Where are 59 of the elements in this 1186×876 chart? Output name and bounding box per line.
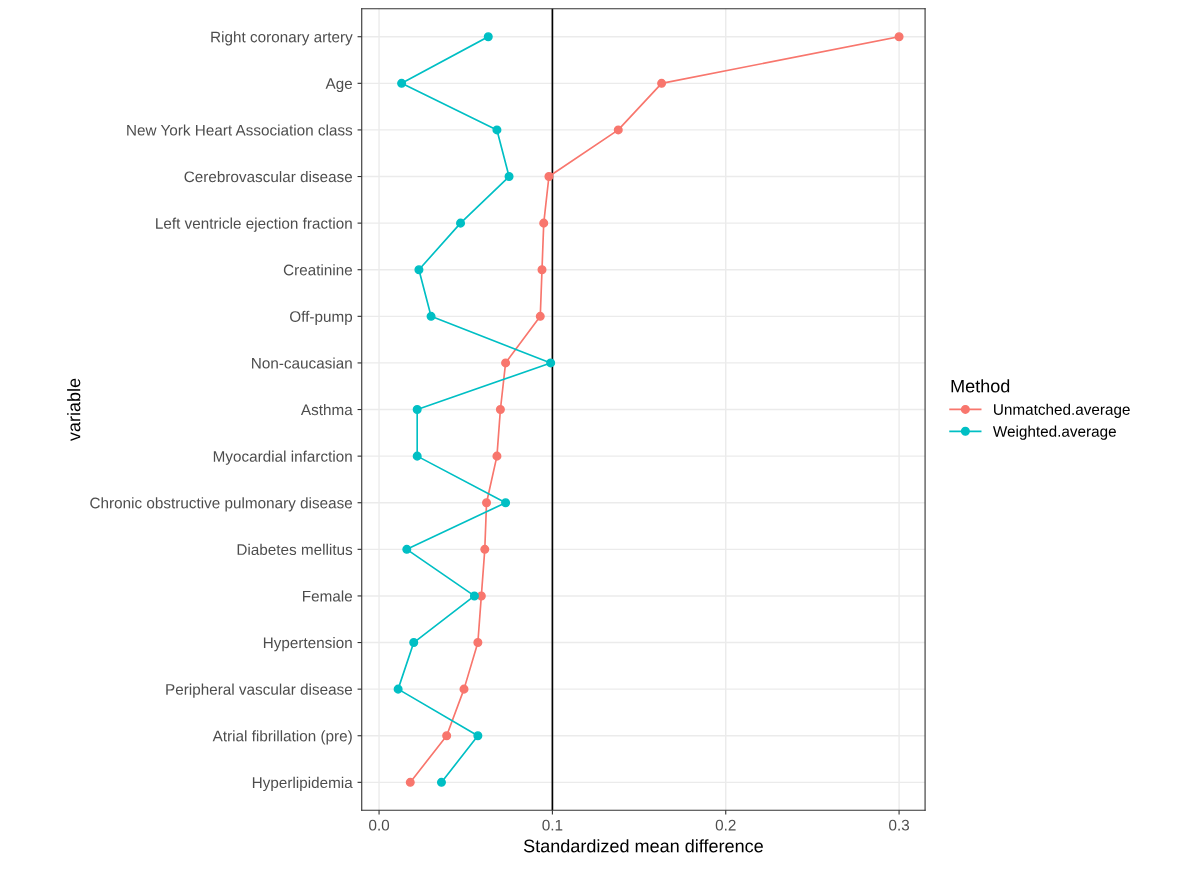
y-tick-label: Off-pump xyxy=(290,310,353,326)
y-tick-label: Myocardial infarction xyxy=(213,450,352,465)
y-tick-label: Hypertension xyxy=(263,637,352,652)
y-tick-label: Chronic obstructive pulmonary disease xyxy=(90,497,353,512)
y-tick-label: Hyperlipidemia xyxy=(252,776,353,792)
point xyxy=(393,684,403,694)
point xyxy=(456,218,466,228)
point xyxy=(539,218,549,228)
point xyxy=(473,638,483,648)
point xyxy=(473,731,483,741)
point xyxy=(426,311,436,321)
y-tick-label: Diabetes mellitus xyxy=(237,543,353,556)
point xyxy=(894,32,904,42)
point xyxy=(397,78,407,88)
point xyxy=(501,498,511,508)
point xyxy=(405,777,415,787)
point xyxy=(402,544,412,554)
point xyxy=(537,265,547,275)
y-tick-label: Creatinine xyxy=(283,264,353,276)
point xyxy=(409,638,419,648)
y-tick-label: Peripheral vascular disease xyxy=(166,683,353,698)
point xyxy=(480,544,490,554)
y-tick-label: Cerebrovascular disease xyxy=(184,170,353,183)
point xyxy=(492,451,502,461)
x-tick-label: 0.2 xyxy=(715,819,736,831)
y-tick-label: Right coronary artery xyxy=(211,31,353,46)
point xyxy=(535,311,545,321)
point xyxy=(657,78,667,88)
point xyxy=(442,731,452,741)
x-tick-label: 0.1 xyxy=(542,819,563,831)
point xyxy=(412,451,422,461)
legend-label: Weighted.average xyxy=(992,425,1116,440)
y-axis-title: variable xyxy=(67,378,81,442)
x-axis-title: Standardized mean difference xyxy=(523,839,763,853)
point xyxy=(469,591,479,601)
legend-title: Method xyxy=(951,379,1010,393)
legend-label: Unmatched.average xyxy=(994,403,1130,418)
y-tick-label: Female xyxy=(303,590,353,602)
point xyxy=(412,405,422,415)
point xyxy=(482,498,492,508)
point xyxy=(492,125,502,135)
point xyxy=(613,125,623,135)
x-tick-label: 0.0 xyxy=(369,819,390,831)
point xyxy=(546,358,556,368)
y-tick-label: Atrial fibrillation (pre) xyxy=(212,730,352,745)
point xyxy=(495,405,505,415)
point xyxy=(483,32,493,42)
point xyxy=(544,172,554,182)
y-tick-label: Asthma xyxy=(300,403,353,416)
point xyxy=(504,172,514,182)
point xyxy=(501,358,511,368)
y-tick-label: New York Heart Association class xyxy=(127,124,353,136)
y-tick-label: Left ventricle ejection fraction xyxy=(156,217,352,232)
point xyxy=(459,684,469,694)
point xyxy=(436,777,446,787)
y-tick-label: Non-caucasian xyxy=(252,357,352,369)
x-tick-label: 0.3 xyxy=(889,819,910,831)
point xyxy=(414,265,424,275)
y-tick-label: Age xyxy=(325,78,353,93)
